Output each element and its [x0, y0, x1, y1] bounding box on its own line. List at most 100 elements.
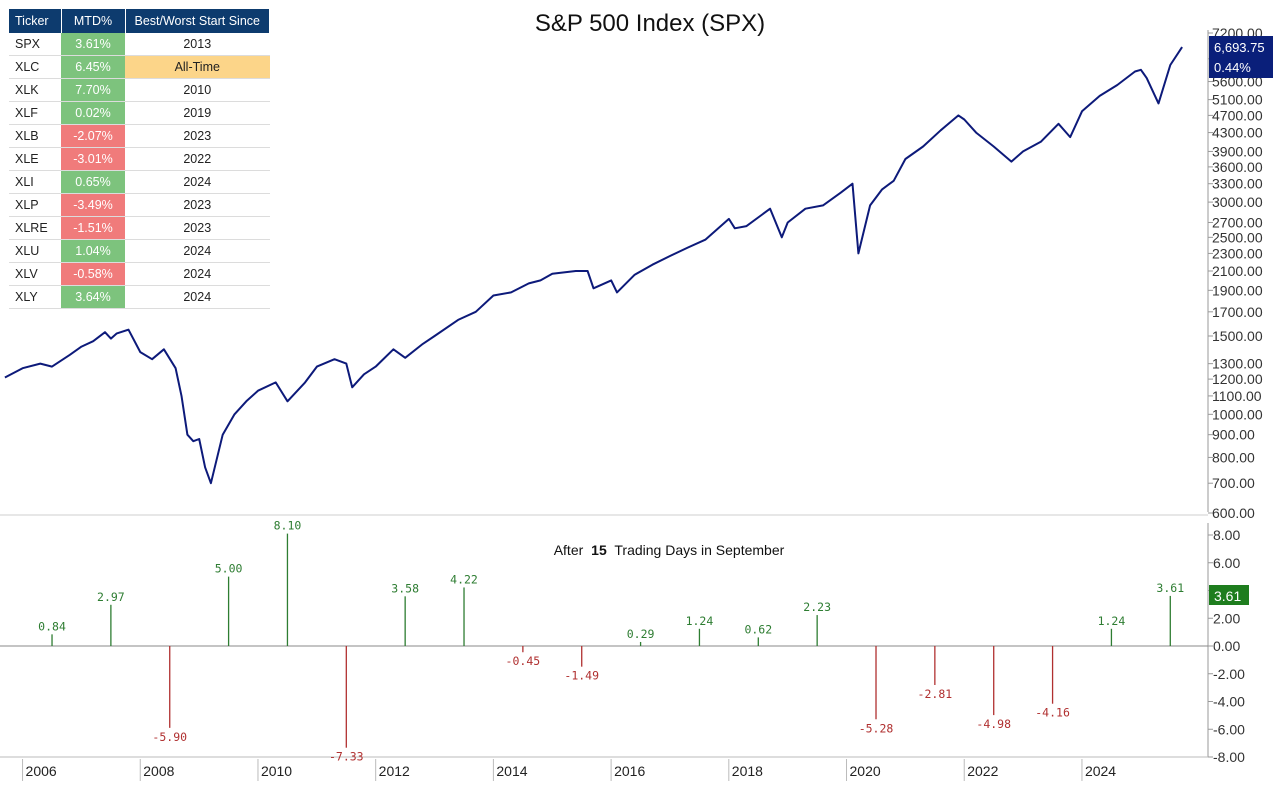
time-x-axis: 2006 2008 2010 2012 2014 2016 2018 2020 2022 2024 [22, 759, 1116, 781]
svg-text:After 15 Trading D: After 15 Trading Days in September [554, 542, 785, 558]
mtd-cell: 7.70% [61, 78, 125, 102]
since-cell: 2024 [125, 262, 270, 286]
spx-price-line [4, 46, 1183, 485]
spike-label: 1.24 [1098, 614, 1126, 628]
spike-label: -0.45 [506, 654, 541, 668]
y-tick-label: 1300.00 [1212, 356, 1263, 372]
since-cell: 2023 [125, 124, 270, 148]
mtd-cell: -1.51% [61, 216, 125, 240]
spike-title-number: 15 [591, 542, 607, 558]
y-tick-label: 1700.00 [1212, 304, 1263, 320]
spike-label: -5.90 [152, 730, 187, 744]
ticker-cell: XLK [9, 78, 61, 102]
mtd-cell: -0.58% [61, 262, 125, 286]
y-tick-label: 3000.00 [1212, 194, 1263, 210]
spike-label: 2.97 [97, 590, 125, 604]
spike-label: 3.58 [391, 581, 419, 595]
sector-mtd-table: Ticker MTD% Best/Worst Start Since SPX 3.… [9, 9, 270, 309]
mtd-cell: 6.45% [61, 55, 125, 79]
since-cell: 2023 [125, 216, 270, 240]
x-tick-label: 2022 [967, 763, 998, 779]
y-tick-label: 6.00 [1213, 555, 1240, 571]
x-tick-label: 2024 [1085, 763, 1116, 779]
table-header-row: Ticker MTD% Best/Worst Start Since [9, 9, 270, 33]
ticker-cell: SPX [9, 33, 61, 56]
x-tick-label: 2018 [732, 763, 763, 779]
since-cell: 2024 [125, 285, 270, 309]
spike-label: -5.28 [859, 721, 894, 735]
y-tick-label: 3900.00 [1212, 143, 1263, 159]
table-row: XLK 7.70% 2010 [9, 78, 270, 102]
ticker-cell: XLB [9, 124, 61, 148]
main-chart-title: S&P 500 Index (SPX) [535, 10, 765, 37]
y-tick-label: 1000.00 [1212, 406, 1263, 422]
last-spike-badge: 3.61 [1209, 585, 1249, 605]
last-price-change: 0.44% [1214, 60, 1251, 75]
x-tick-label: 2010 [261, 763, 292, 779]
spike-label: -7.33 [329, 750, 364, 764]
spike-title-suffix: Trading Days in September [614, 542, 784, 558]
y-tick-label: -4.00 [1213, 694, 1245, 710]
x-tick-label: 2016 [614, 763, 645, 779]
header-mtd: MTD% [61, 9, 126, 33]
ticker-cell: XLE [9, 147, 61, 171]
y-tick-label: 600.00 [1212, 505, 1255, 521]
x-tick-label: 2014 [496, 763, 527, 779]
table-row: SPX 3.61% 2013 [9, 33, 270, 56]
y-tick-label: 5100.00 [1212, 92, 1263, 108]
y-tick-label: 1900.00 [1212, 282, 1263, 298]
mtd-cell: 1.04% [61, 239, 125, 263]
y-tick-label: 2300.00 [1212, 245, 1263, 261]
spike-series: 0.84 2.97 -5.90 5.00 8.10 -7.33 3.58 4.22 -0.45 -… [38, 519, 1184, 764]
last-spike-box [1209, 585, 1249, 605]
since-cell: All-Time [125, 55, 270, 79]
spike-title-prefix: After [554, 542, 584, 558]
ticker-cell: XLF [9, 101, 61, 125]
spike-label: 3.61 [1156, 581, 1184, 595]
last-price-badge: 6,693.75 0.44% [1209, 36, 1273, 78]
y-tick-label: 2100.00 [1212, 263, 1263, 279]
since-cell: 2024 [125, 239, 270, 263]
y-tick-label: 0.00 [1213, 638, 1240, 654]
header-ticker: Ticker [9, 9, 62, 33]
y-tick-label: 1100.00 [1212, 388, 1262, 404]
last-price-value: 6,693.75 [1214, 40, 1265, 55]
y-tick-label: 4700.00 [1212, 107, 1263, 123]
since-cell: 2022 [125, 147, 270, 171]
ticker-cell: XLP [9, 193, 61, 217]
y-tick-label: 700.00 [1212, 475, 1255, 491]
since-cell: 2010 [125, 78, 270, 102]
table-row: XLU 1.04% 2024 [9, 239, 270, 263]
price-y-axis: 7200.006300.005600.005100.004700.004300.… [1208, 25, 1263, 521]
ticker-cell: XLV [9, 262, 61, 286]
y-tick-label: 2700.00 [1212, 214, 1263, 230]
x-tick-label: 2006 [26, 763, 57, 779]
spike-label: 4.22 [450, 572, 478, 586]
mtd-cell: 3.64% [61, 285, 125, 309]
spike-label: 5.00 [215, 562, 243, 576]
x-tick-label: 2008 [143, 763, 174, 779]
spike-panel-title: After 15 Trading Days in September [554, 542, 785, 558]
table-row: XLV -0.58% 2024 [9, 262, 270, 286]
y-tick-label: 3600.00 [1212, 159, 1263, 175]
y-tick-label: 900.00 [1212, 427, 1255, 443]
x-tick-label: 2012 [379, 763, 410, 779]
last-spike-value: 3.61 [1214, 588, 1241, 604]
spike-label: 2.23 [803, 600, 831, 614]
ticker-cell: XLI [9, 170, 61, 194]
y-tick-label: -2.00 [1213, 666, 1245, 682]
y-tick-label: -8.00 [1213, 749, 1245, 765]
since-cell: 2023 [125, 193, 270, 217]
y-tick-label: 2500.00 [1212, 229, 1263, 245]
spike-label: 0.84 [38, 619, 66, 633]
spike-label: -4.98 [976, 717, 1011, 731]
ticker-cell: XLY [9, 285, 61, 309]
table-row: XLP -3.49% 2023 [9, 193, 270, 217]
since-cell: 2019 [125, 101, 270, 125]
mtd-cell: -3.49% [61, 193, 125, 217]
mtd-cell: 3.61% [61, 33, 125, 56]
x-tick-label: 2020 [850, 763, 881, 779]
y-tick-label: 800.00 [1212, 449, 1255, 465]
y-tick-label: 1500.00 [1212, 328, 1263, 344]
last-price-box [1209, 36, 1273, 78]
